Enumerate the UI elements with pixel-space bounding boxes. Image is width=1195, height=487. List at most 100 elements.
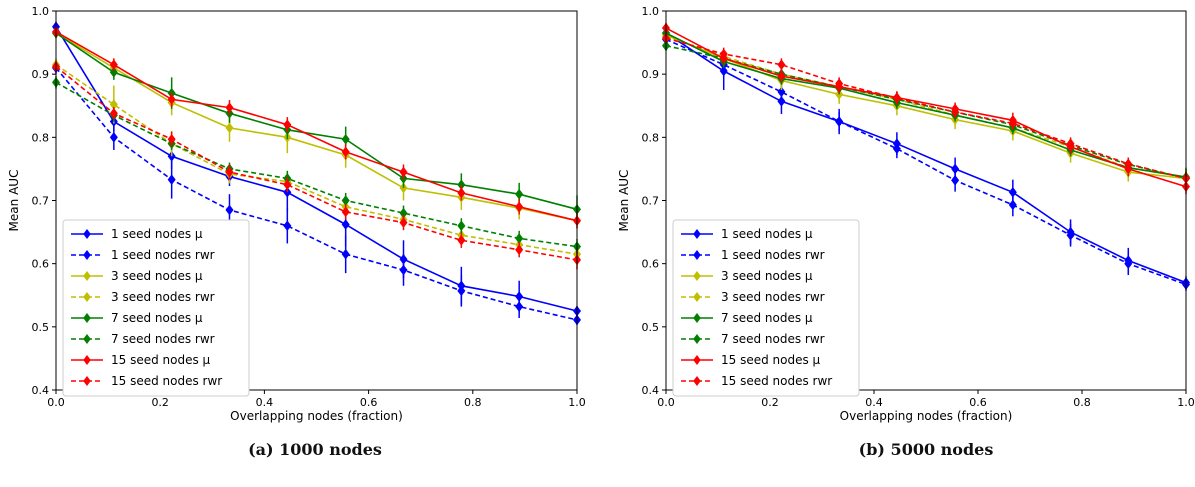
series-line <box>55 81 578 248</box>
y-tick-label: 0.6 <box>32 258 50 271</box>
data-point <box>167 133 176 145</box>
series-line <box>55 32 578 211</box>
series-line <box>665 32 1187 284</box>
data-point <box>515 188 524 200</box>
data-point <box>109 66 118 78</box>
data-point <box>777 59 786 71</box>
legend-entry: 3 seed nodes rwr <box>71 290 215 304</box>
series-line <box>665 37 1187 180</box>
legend-entry: 7 seed nodes rwr <box>681 332 825 346</box>
legend-entry: 15 seed nodes rwr <box>681 374 832 388</box>
data-point <box>109 107 118 119</box>
data-point <box>167 174 176 186</box>
legend-marker <box>693 292 701 302</box>
y-axis-label: Mean AUC <box>7 170 21 232</box>
caption-b: (b) 5000 nodes <box>858 440 994 459</box>
data-point <box>225 102 234 114</box>
legend-marker <box>693 334 701 344</box>
legend-entry: 3 seed nodes μ <box>681 269 813 283</box>
legend-label: 7 seed nodes rwr <box>721 332 825 346</box>
data-point <box>457 187 466 199</box>
data-point <box>109 131 118 143</box>
y-tick-label: 0.8 <box>642 131 660 144</box>
y-tick-label: 1.0 <box>642 5 660 18</box>
legend-entry: 7 seed nodes μ <box>71 311 203 325</box>
legend-label: 7 seed nodes μ <box>721 311 813 325</box>
data-point <box>1008 118 1017 129</box>
x-tick-label: 1.0 <box>568 396 586 409</box>
x-tick-label: 0.0 <box>657 396 675 409</box>
data-point <box>341 146 350 158</box>
data-point <box>225 204 234 216</box>
y-tick-label: 0.9 <box>642 68 660 81</box>
legend-marker <box>83 292 91 302</box>
series-line <box>55 26 578 312</box>
legend-entry: 1 seed nodes rwr <box>71 248 215 262</box>
data-point <box>515 201 524 213</box>
x-axis-label: Overlapping nodes (fraction) <box>840 409 1013 423</box>
y-tick-label: 0.8 <box>32 131 50 144</box>
legend-label: 1 seed nodes μ <box>721 227 813 241</box>
data-point <box>1124 158 1133 170</box>
legend-label: 1 seed nodes μ <box>111 227 203 241</box>
legend-label: 15 seed nodes rwr <box>721 374 832 388</box>
legend-marker <box>83 229 91 239</box>
legend-marker <box>693 250 701 260</box>
x-tick-label: 1.0 <box>1177 396 1195 409</box>
y-tick-label: 0.7 <box>32 195 50 208</box>
legend-marker <box>83 376 91 386</box>
x-tick-label: 0.2 <box>761 396 779 409</box>
data-point <box>1008 199 1017 211</box>
data-point <box>1066 138 1075 150</box>
x-tick-label: 0.6 <box>360 396 378 409</box>
series-8 <box>661 32 1191 185</box>
series-line <box>665 27 1187 188</box>
x-tick-label: 0.8 <box>1073 396 1091 409</box>
y-tick-label: 0.5 <box>32 321 50 334</box>
data-point <box>341 248 350 260</box>
data-point <box>835 116 844 127</box>
legend-marker <box>693 229 701 239</box>
data-point <box>225 122 234 134</box>
data-point <box>341 195 350 206</box>
legend-entry: 7 seed nodes μ <box>681 311 813 325</box>
data-point <box>399 264 408 276</box>
legend-label: 1 seed nodes rwr <box>111 248 215 262</box>
y-tick-label: 0.6 <box>642 258 660 271</box>
data-point <box>892 143 901 155</box>
legend-marker <box>693 271 701 281</box>
chart-panel-a: 0.0 0.2 0.4 0.6 0.8 1.0 0.4 0.5 0.6 0.7 0.8 0.9 1.0 O… <box>7 5 586 423</box>
legend-box <box>672 219 860 397</box>
data-point <box>777 86 786 98</box>
data-point <box>1066 229 1075 241</box>
x-axis-label: Overlapping nodes (fraction) <box>230 409 403 423</box>
legend-label: 1 seed nodes rwr <box>721 248 825 262</box>
data-point <box>341 219 350 230</box>
legend-marker <box>693 355 701 365</box>
legend-label: 3 seed nodes μ <box>111 269 203 283</box>
legend-entry: 15 seed nodes μ <box>71 353 211 367</box>
legend-label: 15 seed nodes μ <box>111 353 211 367</box>
legend-entry: 15 seed nodes μ <box>681 353 821 367</box>
data-point <box>283 220 292 232</box>
series-5 <box>51 27 582 224</box>
data-point <box>225 166 234 178</box>
legend-label: 7 seed nodes rwr <box>111 332 215 346</box>
legend-marker <box>693 313 701 323</box>
legend-marker <box>83 334 91 344</box>
legend-entry: 3 seed nodes μ <box>71 269 203 283</box>
legend-entry: 3 seed nodes rwr <box>681 290 825 304</box>
legend-entry: 15 seed nodes rwr <box>71 374 222 388</box>
legend-box <box>62 219 250 397</box>
x-tick-label: 0.8 <box>464 396 482 409</box>
legend-entry: 1 seed nodes rwr <box>681 248 825 262</box>
legend-marker <box>83 250 91 260</box>
caption-a: (a) 1000 nodes <box>248 440 382 459</box>
y-tick-label: 0.9 <box>32 68 50 81</box>
data-point <box>515 232 524 244</box>
legend-entry: 1 seed nodes μ <box>71 227 203 241</box>
legend-marker <box>83 355 91 365</box>
data-point <box>835 78 844 90</box>
data-point <box>892 92 901 104</box>
